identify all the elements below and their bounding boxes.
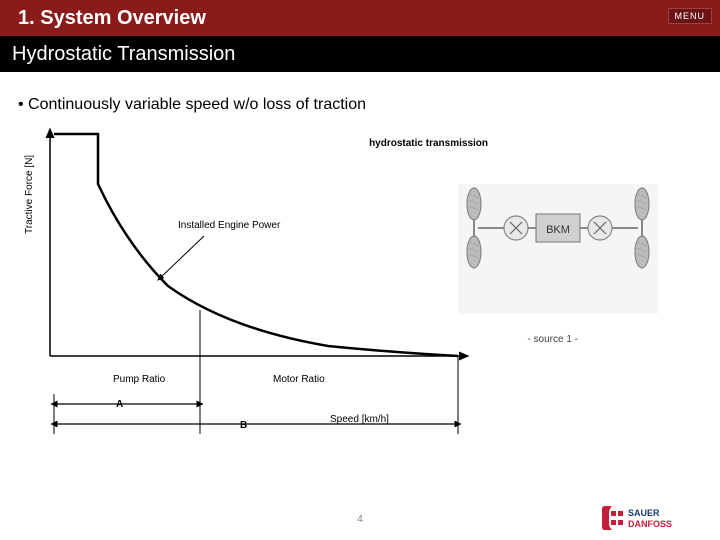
subheader-bar: Hydrostatic Transmission: [0, 36, 720, 72]
source-label: - source 1 -: [527, 334, 578, 345]
chart-svg: BKM: [28, 124, 688, 494]
brand-name-1: SAUER: [628, 508, 660, 518]
footer: 4 SAUER DANFOSS: [0, 514, 720, 536]
header-title: 1. System Overview: [0, 7, 206, 30]
brand-logo: SAUER DANFOSS: [598, 505, 708, 536]
content-area: • Continuously variable speed w/o loss o…: [0, 84, 720, 516]
marker-a: A: [116, 399, 123, 410]
installed-power-label: Installed Engine Power: [178, 220, 280, 231]
drivetrain-diagram: BKM: [458, 184, 658, 314]
subheader-title: Hydrostatic Transmission: [0, 43, 235, 66]
motor-ratio-label: Motor Ratio: [273, 374, 325, 385]
menu-button[interactable]: MENU: [668, 8, 713, 24]
tractive-curve: [54, 134, 458, 356]
y-axis-label: Tractive Force [N]: [24, 155, 35, 234]
bullet-point: • Continuously variable speed w/o loss o…: [18, 96, 702, 114]
x-axis-label: Speed [km/h]: [330, 414, 389, 425]
header-bar: 1. System Overview MENU: [0, 0, 720, 36]
pump-ratio-label: Pump Ratio: [113, 374, 165, 385]
brand-name-2: DANFOSS: [628, 519, 672, 529]
page-number: 4: [357, 514, 363, 525]
marker-b: B: [240, 420, 247, 431]
chart-top-label: hydrostatic transmission: [369, 138, 488, 149]
bkm-label: BKM: [546, 224, 570, 236]
tractive-force-chart: Tractive Force [N] hydrostatic transmiss…: [28, 124, 688, 494]
